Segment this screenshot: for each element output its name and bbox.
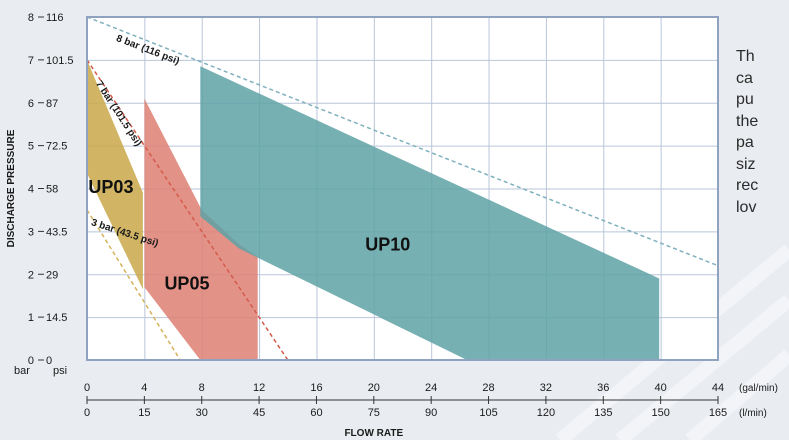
x-tick-label-l: 165	[709, 407, 727, 419]
side-text-line: pu	[736, 91, 754, 108]
side-text-line: ca	[736, 69, 753, 87]
series-label-up05: UP05	[164, 273, 209, 293]
x-tick-label-gal: 24	[425, 382, 437, 394]
x-axis: 0 0 4 15 8 30 12 45 16 60 20 75 24 90 28 105 32 120 36 135 4…	[84, 382, 778, 439]
side-text-line: Th	[736, 48, 755, 65]
x-tick-label-gal: 8	[199, 382, 205, 394]
x-tick-label-l: 135	[594, 407, 612, 419]
x-tick-label-l: 45	[253, 407, 265, 419]
x-axis-title: FLOW RATE	[344, 428, 403, 439]
y-tick-label-bar: 8	[28, 12, 34, 24]
y-axis-title: DISCHARGE PRESSURE	[6, 129, 17, 247]
x-tick-label-l: 30	[196, 407, 208, 419]
side-description-text: Th ca pu the pa siz rec lov	[736, 46, 789, 218]
x-tick-label-gal: 32	[540, 382, 552, 394]
x-tick-label-l: 105	[479, 407, 497, 419]
x-tick-label-gal: 28	[482, 382, 494, 394]
x-tick-label-l: 60	[310, 407, 322, 419]
series-area-up10	[200, 66, 660, 361]
x-tick-label-gal: 16	[310, 382, 322, 394]
x-tick-label-gal: 44	[712, 382, 724, 394]
side-text-line: siz	[736, 155, 756, 173]
y-tick-label-psi: 87	[46, 98, 58, 110]
background-streak	[615, 294, 789, 440]
x-tick-label-gal: 4	[141, 382, 147, 394]
y-tick-label-psi: 0	[46, 355, 52, 367]
y-tick-label-bar: 7	[28, 55, 34, 67]
y-unit-bar: bar	[14, 365, 30, 377]
plot-frame	[86, 16, 719, 361]
x-tick-label-gal: 12	[253, 382, 265, 394]
y-tick-label-psi: 116	[46, 12, 64, 24]
y-tick-label-bar: 5	[28, 141, 34, 153]
x-tick-label-l: 75	[368, 407, 380, 419]
series-label-up03: UP03	[88, 177, 133, 197]
x-tick-label-gal: 20	[368, 382, 380, 394]
x-tick-label-l: 120	[537, 407, 555, 419]
y-unit-psi: psi	[53, 365, 67, 377]
series-area-up03	[87, 59, 143, 290]
y-axis: 0 0 1 14.5 2 29 3 43.5 4 58 5 72.5 6 87 7 101.5 8 116 bar p…	[6, 12, 74, 377]
x-tick-label-gal: 36	[597, 382, 609, 394]
x-tick-label-l: 90	[425, 407, 437, 419]
y-tick-label-psi: 101.5	[46, 55, 74, 67]
x-tick-label-gal: 40	[655, 382, 667, 394]
y-tick-label-bar: 4	[28, 184, 34, 196]
x-unit-l: (l/min)	[739, 408, 767, 419]
reference-line	[86, 209, 181, 361]
x-unit-gal: (gal/min)	[739, 383, 778, 394]
x-tick-label-gal: 0	[84, 382, 90, 394]
x-tick-label-l: 150	[651, 407, 669, 419]
y-tick-label-psi: 72.5	[46, 141, 67, 153]
side-text-line: the	[736, 112, 759, 130]
y-tick-label-bar: 0	[28, 355, 34, 367]
y-tick-label-bar: 1	[28, 312, 34, 324]
y-tick-label-psi: 29	[46, 269, 58, 281]
y-tick-label-bar: 6	[28, 98, 34, 110]
side-text-line: pa	[736, 134, 754, 151]
y-tick-label-psi: 43.5	[46, 226, 67, 238]
reference-line	[86, 16, 719, 267]
x-tick-label-l: 0	[84, 407, 90, 419]
side-text-line: lov	[736, 198, 757, 216]
y-tick-label-psi: 58	[46, 184, 58, 196]
y-tick-label-bar: 2	[28, 269, 34, 281]
x-tick-label-l: 15	[138, 407, 150, 419]
y-tick-label-bar: 3	[28, 226, 34, 238]
background-streak	[685, 349, 789, 440]
y-tick-label-psi: 14.5	[46, 312, 67, 324]
side-text-line: rec	[736, 177, 759, 194]
series-label-up10: UP10	[365, 235, 410, 255]
